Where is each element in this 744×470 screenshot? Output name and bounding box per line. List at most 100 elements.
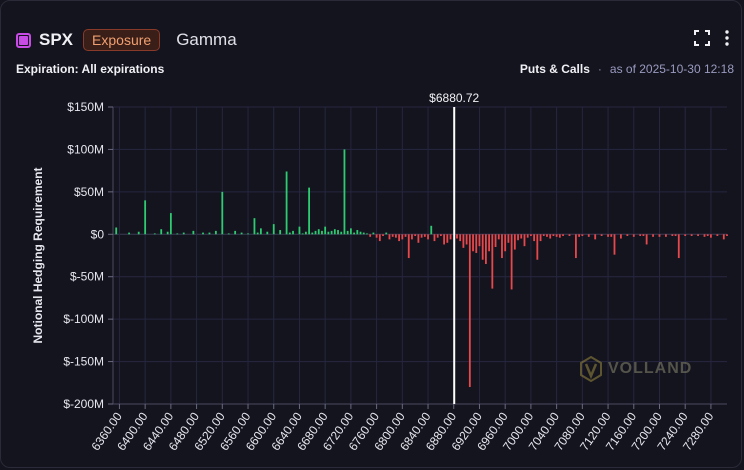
bar-negative bbox=[706, 234, 709, 236]
more-vertical-icon[interactable] bbox=[724, 30, 730, 46]
bar-positive bbox=[308, 187, 310, 235]
bar-negative bbox=[677, 234, 680, 259]
bar-negative bbox=[620, 234, 622, 239]
bar-negative bbox=[674, 234, 677, 236]
bar-negative bbox=[391, 234, 394, 237]
bar-negative bbox=[542, 234, 545, 236]
expiration-selector[interactable]: Expiration: All expirations bbox=[16, 62, 165, 76]
volland-watermark: VOLLAND bbox=[580, 356, 692, 382]
bar-negative bbox=[530, 234, 532, 236]
puts-calls-toggle[interactable]: Puts & Calls bbox=[519, 62, 590, 76]
bar-negative bbox=[478, 234, 481, 247]
bar-negative bbox=[639, 234, 642, 236]
bar-negative bbox=[443, 234, 446, 245]
bar-negative bbox=[642, 234, 645, 236]
bar-negative bbox=[575, 234, 577, 259]
bar-positive bbox=[321, 230, 323, 235]
bar-positive bbox=[202, 232, 204, 235]
bar-negative bbox=[446, 234, 449, 243]
bar-negative bbox=[546, 234, 548, 237]
bar-negative bbox=[632, 234, 635, 237]
meta-separator: · bbox=[597, 62, 602, 76]
bar-negative bbox=[481, 234, 484, 260]
bar-positive bbox=[372, 232, 375, 235]
bar-negative bbox=[600, 234, 603, 236]
bar-positive bbox=[169, 213, 172, 235]
bar-negative bbox=[501, 234, 503, 259]
bar-positive bbox=[298, 226, 301, 235]
y-tick-label: $100M bbox=[67, 142, 104, 156]
bar-positive bbox=[253, 218, 256, 235]
bar-positive bbox=[285, 171, 288, 235]
bar-negative bbox=[581, 234, 584, 236]
bar-negative bbox=[375, 234, 378, 238]
bar-negative bbox=[549, 234, 552, 239]
bar-positive bbox=[385, 232, 388, 235]
bar-series bbox=[115, 149, 728, 388]
bar-positive bbox=[317, 229, 320, 235]
y-tick-label: $0 bbox=[91, 227, 105, 241]
bar-negative bbox=[645, 234, 648, 245]
bar-positive bbox=[153, 233, 156, 235]
bar-positive bbox=[247, 233, 249, 235]
bar-positive bbox=[214, 230, 217, 235]
bar-positive bbox=[279, 230, 282, 235]
as-of-timestamp: as of 2025-10-30 12:18 bbox=[609, 62, 734, 76]
y-tick-label: $-100M bbox=[63, 312, 104, 326]
fullscreen-icon[interactable] bbox=[694, 30, 710, 46]
bar-negative bbox=[472, 234, 474, 252]
bar-positive bbox=[337, 230, 339, 235]
chart-header: SPX Exposure Gamma bbox=[16, 29, 237, 51]
bar-positive bbox=[340, 231, 343, 235]
y-tick-label: $-200M bbox=[63, 397, 104, 411]
exposure-badge[interactable]: Exposure bbox=[83, 29, 161, 51]
bar-negative bbox=[703, 234, 706, 237]
bar-positive bbox=[144, 200, 147, 235]
bar-positive bbox=[356, 230, 359, 235]
bar-negative bbox=[369, 234, 372, 237]
bar-negative bbox=[539, 234, 542, 242]
bar-negative bbox=[401, 234, 404, 240]
bar-negative bbox=[568, 234, 571, 236]
bar-negative bbox=[504, 234, 507, 252]
bar-positive bbox=[166, 231, 169, 235]
bar-negative bbox=[555, 234, 558, 237]
bar-negative bbox=[533, 234, 536, 242]
watermark-text: VOLLAND bbox=[608, 360, 693, 377]
bar-negative bbox=[652, 234, 654, 237]
bar-negative bbox=[658, 234, 661, 237]
bar-positive bbox=[366, 233, 368, 235]
bar-positive bbox=[192, 230, 195, 235]
bar-positive bbox=[160, 229, 163, 235]
bar-negative bbox=[436, 234, 439, 238]
y-axis-label: Notional Hedging Requirement bbox=[31, 167, 45, 343]
bar-negative bbox=[607, 234, 609, 237]
bar-negative bbox=[382, 234, 384, 236]
bar-negative bbox=[671, 234, 674, 236]
bar-positive bbox=[176, 233, 179, 235]
bar-negative bbox=[726, 234, 728, 236]
bar-negative bbox=[491, 234, 494, 289]
panel-toolbar bbox=[694, 30, 730, 46]
bar-negative bbox=[510, 234, 513, 290]
bar-positive bbox=[259, 228, 262, 235]
bar-positive bbox=[288, 232, 291, 235]
bar-negative bbox=[411, 234, 413, 240]
ticker-color-swatch[interactable] bbox=[16, 32, 31, 48]
bar-positive bbox=[182, 232, 185, 235]
spot-price-label: $6880.72 bbox=[429, 91, 479, 105]
bar-negative bbox=[378, 234, 381, 242]
bar-negative bbox=[558, 234, 561, 238]
bar-positive bbox=[343, 149, 346, 235]
bar-negative bbox=[494, 234, 497, 248]
bar-positive bbox=[227, 233, 230, 235]
bar-positive bbox=[330, 230, 333, 235]
bar-positive bbox=[128, 232, 130, 235]
bar-negative bbox=[684, 234, 687, 236]
ticker-symbol[interactable]: SPX bbox=[39, 30, 74, 49]
bar-negative bbox=[462, 234, 465, 248]
y-tick-label: $-50M bbox=[70, 270, 104, 284]
bar-positive bbox=[240, 232, 243, 235]
bar-negative bbox=[388, 234, 391, 240]
